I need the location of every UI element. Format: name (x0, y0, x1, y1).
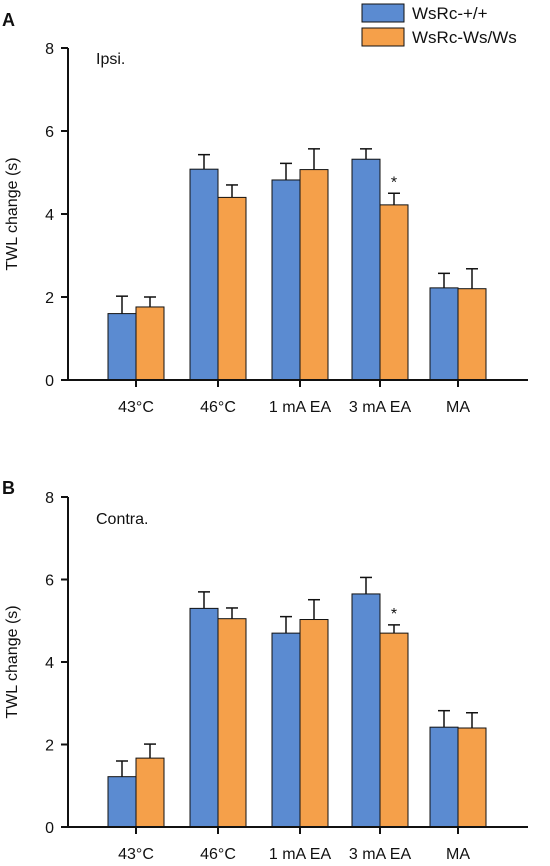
bar-46-c-series-2 (217, 196, 247, 381)
y-tick-label: 0 (45, 820, 54, 837)
x-tick-label: 46°C (200, 399, 236, 416)
bar-ma-series-2 (457, 288, 487, 381)
x-tick-label: 43°C (118, 846, 154, 863)
significance-marker: * (391, 174, 397, 191)
y-axis-label: TWL change (s) (4, 605, 21, 718)
y-tick-label: 0 (45, 373, 54, 390)
x-tick-label: 46°C (200, 846, 236, 863)
panel-annotation: Contra. (96, 511, 148, 528)
x-tick-label: MA (446, 399, 470, 416)
legend-label-1: WsRc-+/+ (412, 4, 488, 23)
y-tick-label: 2 (45, 290, 54, 307)
x-tick-label: 3 mA EA (349, 846, 412, 863)
bar-46-c-series-1 (189, 607, 219, 828)
panel-a: A Ipsi. TWL change (s) * 0 2 4 6 8 43°C 46°C 1 mA E… (2, 10, 528, 416)
bar-1-ma-ea-series-2 (299, 619, 329, 828)
y-tick-label: 4 (45, 655, 54, 672)
bar-43-c-series-1 (107, 776, 137, 828)
bar-3-ma-ea-series-1 (351, 593, 381, 828)
bar-3-ma-ea-series-2 (379, 204, 409, 381)
x-tick-label: MA (446, 846, 470, 863)
panel-letter: A (2, 10, 15, 30)
y-axis-label: TWL change (s) (4, 157, 21, 270)
bar-ma-series-2 (457, 727, 487, 828)
bar-43-c-series-1 (107, 313, 137, 381)
bar-1-ma-ea-series-2 (299, 169, 329, 381)
x-tick-label: 43°C (118, 399, 154, 416)
x-tick-label: 1 mA EA (269, 399, 332, 416)
legend: WsRc-+/+ WsRc-Ws/Ws (361, 3, 517, 47)
legend-swatch-2 (361, 27, 405, 47)
significance-marker: * (391, 606, 397, 623)
bar-43-c-series-2 (135, 757, 165, 828)
bar-43-c-series-2 (135, 306, 165, 381)
y-tick-label: 8 (45, 490, 54, 507)
bar-3-ma-ea-series-2 (379, 632, 409, 828)
panel-letter: B (2, 478, 15, 498)
legend-swatch-1 (361, 3, 405, 23)
bar-46-c-series-2 (217, 618, 247, 828)
bar-46-c-series-1 (189, 168, 219, 381)
y-tick-label: 2 (45, 738, 54, 755)
y-tick-label: 8 (45, 41, 54, 58)
panel-annotation: Ipsi. (96, 51, 125, 68)
bar-1-ma-ea-series-1 (271, 632, 301, 828)
bar-3-ma-ea-series-1 (351, 158, 381, 381)
x-tick-label: 1 mA EA (269, 846, 332, 863)
y-tick-label: 6 (45, 124, 54, 141)
panel-b: B Contra. TWL change (s) * 0 2 4 6 8 43°C 46°C 1 mA… (2, 478, 528, 863)
legend-label-2: WsRc-Ws/Ws (412, 28, 517, 47)
bar-ma-series-1 (429, 726, 459, 828)
bar-ma-series-1 (429, 287, 459, 381)
y-tick-label: 4 (45, 207, 54, 224)
x-tick-label: 3 mA EA (349, 399, 412, 416)
bar-1-ma-ea-series-1 (271, 179, 301, 381)
y-tick-label: 6 (45, 573, 54, 590)
